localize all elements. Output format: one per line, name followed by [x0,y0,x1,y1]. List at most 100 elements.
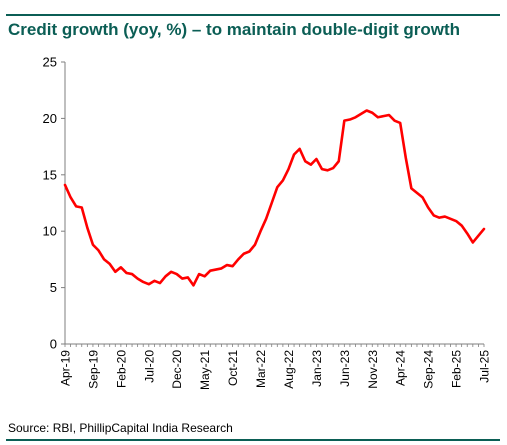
data-point [455,220,457,222]
y-tick-label: 15 [43,167,57,182]
data-point [309,163,312,166]
y-tick-label: 20 [43,111,57,126]
x-tick-label: Sep-24 [422,350,436,389]
data-point [64,184,66,186]
y-tick-label: 10 [43,224,57,239]
data-point [349,118,351,121]
data-point [471,241,474,244]
data-point [209,269,212,272]
data-point [304,160,307,163]
data-point [75,205,78,208]
data-point [410,187,413,190]
data-point [248,250,251,253]
x-tick-label: May-21 [198,350,212,390]
data-point [332,167,335,169]
data-point [175,273,178,275]
data-point [125,272,128,274]
data-point [315,158,318,160]
y-tick-label: 5 [50,280,57,295]
data-point [343,119,346,122]
data-point [360,112,362,115]
data-point [159,282,161,284]
data-point [203,275,206,278]
data-point [416,191,418,194]
data-point [326,169,329,172]
data-point [237,258,240,261]
data-point [483,228,485,230]
data-point [108,263,111,265]
data-point [466,232,469,235]
data-point [354,116,357,119]
data-point [432,214,435,217]
x-tick-label: Nov-23 [366,350,380,389]
data-point [404,156,407,159]
data-point [231,265,234,268]
data-point [399,122,402,124]
y-axis-ticks: 0 5 10 15 20 25 [43,55,65,352]
data-point [86,226,89,229]
x-tick-label: Jun-23 [338,350,352,387]
data-point [337,160,340,163]
source-note: Source: RBI, PhillipCapital India Resear… [8,421,233,435]
y-tick-label: 25 [43,55,57,70]
x-tick-label: Oct-21 [226,350,240,386]
x-axis-ticks: Apr-19 Sep-19 Feb-20 Jul-20 Dec-20 May-21 Oct-… [59,344,492,390]
data-point [131,273,133,275]
y-tick-label: 0 [50,337,57,352]
credit-growth-line [63,109,486,287]
data-point [164,275,167,278]
data-point [97,249,100,252]
data-point [114,270,117,273]
data-point [293,153,295,156]
data-point [477,234,480,237]
data-point [438,216,441,219]
data-point [214,268,217,271]
data-point [136,277,139,280]
x-tick-label: Jul-25 [478,350,492,383]
x-tick-label: Apr-24 [394,350,408,386]
data-point [103,258,106,261]
footer-rule [6,439,500,441]
data-point [220,267,223,270]
data-point [198,273,200,275]
series-group [63,109,486,287]
data-point [321,168,323,171]
data-point [259,230,262,233]
x-tick-label: Dec-20 [170,350,184,389]
x-tick-label: Jan-23 [310,350,324,387]
data-point [192,284,195,287]
data-point [69,196,72,199]
data-point [170,270,173,273]
axes-group [64,62,484,345]
data-point [187,276,189,279]
data-point [421,196,424,199]
x-tick-label: Jul-20 [142,350,156,383]
data-point [427,206,430,209]
data-point [242,252,245,255]
chart-title: Credit growth (yoy, %) – to maintain dou… [8,20,461,39]
data-point [376,116,379,119]
data-point [382,115,385,118]
data-point [443,215,446,218]
data-point [226,264,228,266]
data-point [388,114,390,116]
data-point [298,147,301,150]
data-point [460,224,463,227]
data-point [153,279,156,282]
data-point [119,266,122,269]
data-point [449,217,452,220]
data-point [147,283,150,286]
title-rule [6,14,500,16]
data-point [142,281,145,283]
data-point [365,109,368,112]
x-tick-label: Sep-19 [86,350,100,389]
x-tick-label: Feb-20 [114,350,128,388]
x-tick-label: Aug-22 [282,350,296,389]
data-point [393,119,396,122]
data-point [181,277,184,280]
data-point [270,202,273,204]
data-point [254,243,256,246]
x-tick-label: Apr-19 [59,350,73,386]
x-tick-label: Mar-22 [254,350,268,388]
